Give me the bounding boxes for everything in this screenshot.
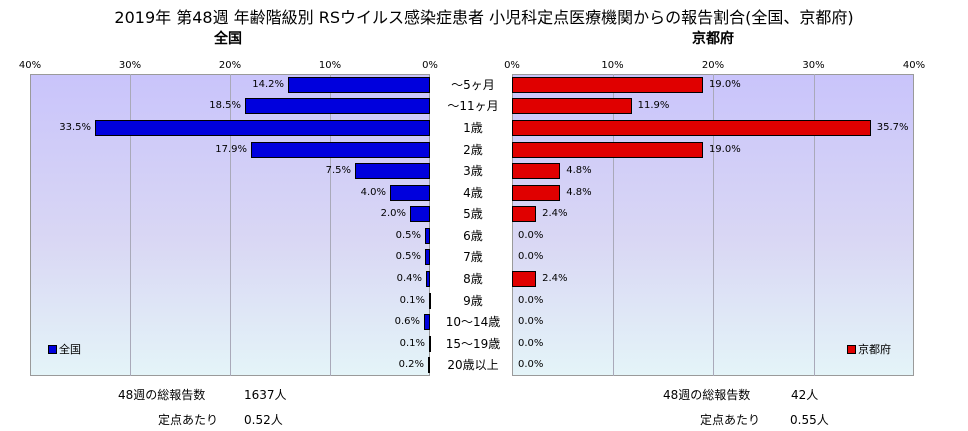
bar-kyoto (512, 76, 703, 93)
data-label-kyoto: 0.0% (518, 316, 544, 328)
bar-national (355, 163, 430, 180)
category-label: 4歳 (463, 185, 483, 200)
national-total-value: 1637人 (244, 388, 287, 402)
category-label: 9歳 (463, 293, 483, 308)
data-label-national: 0.5% (395, 251, 421, 263)
x-tick-label: 30% (118, 60, 142, 71)
category-label: 2歳 (463, 142, 483, 157)
data-label-national: 0.1% (399, 337, 425, 349)
bar-kyoto (512, 119, 871, 136)
bar-kyoto (512, 270, 537, 287)
bar-national (429, 292, 431, 309)
data-label-kyoto: 2.4% (542, 208, 568, 220)
category-label: 8歳 (463, 271, 483, 286)
kyoto-per-value: 0.55人 (790, 413, 829, 427)
bar-national (95, 119, 430, 136)
bar-national (410, 206, 430, 223)
bar-national (428, 357, 430, 374)
category-label: ～11ヶ月 (447, 99, 499, 114)
left-panel-title: 全国 (214, 31, 242, 47)
data-label-national: 0.6% (394, 316, 420, 328)
gridline (813, 74, 815, 376)
data-label-national: 17.9% (215, 143, 247, 155)
legend-label-national: 全国 (59, 343, 81, 356)
legend-label-kyoto: 京都府 (858, 343, 891, 356)
bar-national (288, 76, 430, 93)
bar-national (429, 335, 431, 352)
legend-national: 全国 (48, 341, 81, 357)
x-tick-label: 30% (802, 60, 825, 71)
data-label-national: 7.5% (325, 165, 351, 177)
gridline (230, 74, 231, 376)
data-label-kyoto: 19.0% (708, 143, 741, 155)
data-label-national: 14.2% (252, 78, 284, 90)
data-label-kyoto: 35.7% (876, 121, 909, 133)
national-per-label: 定点あたり (158, 413, 219, 427)
data-label-kyoto: 4.8% (566, 186, 592, 198)
x-tick-label: 40% (902, 60, 926, 71)
gridline (713, 74, 714, 376)
category-label: 7歳 (463, 250, 483, 265)
chart-title: 2019年 第48週 年齢階級別 RSウイルス感染症患者 小児科定点医療機関から… (114, 8, 854, 27)
bar-kyoto (512, 141, 703, 158)
x-tick-label: 10% (601, 60, 624, 71)
gridline (612, 74, 614, 376)
data-label-kyoto: 0.0% (518, 229, 544, 241)
bar-national (245, 98, 430, 115)
data-label-national: 0.1% (399, 294, 425, 306)
data-label-kyoto: 11.9% (637, 100, 670, 112)
category-label: 10～14歳 (445, 315, 501, 330)
category-label: 5歳 (463, 207, 483, 222)
data-label-national: 4.0% (360, 186, 386, 198)
legend-swatch-kyoto (847, 344, 856, 354)
data-label-national: 0.2% (398, 359, 424, 371)
data-label-kyoto: 0.0% (518, 337, 544, 349)
category-label: ～5ヶ月 (451, 77, 495, 92)
right-panel-title: 京都府 (692, 31, 734, 47)
category-label: 1歳 (463, 120, 483, 135)
category-label: 20歳以上 (447, 358, 499, 373)
legend-kyoto: 京都府 (847, 341, 891, 357)
bar-kyoto (512, 98, 632, 115)
data-label-kyoto: 4.8% (566, 165, 592, 177)
category-label: 6歳 (463, 228, 483, 243)
bar-national (426, 270, 430, 287)
national-total-label: 48週の総報告数 (118, 388, 206, 402)
bar-national (390, 184, 430, 201)
bar-national (251, 141, 430, 158)
bar-national (424, 314, 430, 331)
data-label-kyoto: 2.4% (542, 272, 568, 284)
x-tick-label: 0% (422, 60, 438, 71)
category-label: 15～19歳 (445, 336, 501, 351)
x-tick-label: 40% (18, 60, 42, 71)
bar-kyoto (512, 184, 561, 201)
data-label-kyoto: 19.0% (708, 78, 741, 90)
bar-kyoto (512, 163, 561, 180)
data-label-kyoto: 0.0% (518, 359, 544, 371)
x-tick-label: 0% (504, 60, 520, 71)
x-tick-label: 20% (218, 60, 242, 71)
kyoto-total-label: 48週の総報告数 (663, 388, 751, 402)
gridline (330, 74, 331, 376)
data-label-national: 0.5% (395, 229, 421, 241)
data-label-national: 2.0% (380, 208, 406, 220)
data-label-kyoto: 0.0% (518, 251, 544, 263)
gridline (130, 74, 131, 376)
national-per-value: 0.52人 (244, 413, 283, 427)
data-label-national: 0.4% (396, 272, 422, 284)
bar-national (425, 249, 430, 266)
data-label-national: 18.5% (209, 100, 241, 112)
bar-kyoto (512, 206, 537, 223)
kyoto-per-label: 定点あたり (700, 413, 761, 427)
data-label-kyoto: 0.0% (518, 294, 544, 306)
x-tick-label: 20% (701, 60, 725, 71)
data-label-national: 33.5% (59, 121, 91, 133)
legend-swatch-national (48, 344, 57, 354)
category-label: 3歳 (463, 164, 483, 179)
x-tick-label: 10% (318, 60, 342, 71)
bar-national (425, 227, 430, 244)
kyoto-total-value: 42人 (791, 388, 819, 402)
